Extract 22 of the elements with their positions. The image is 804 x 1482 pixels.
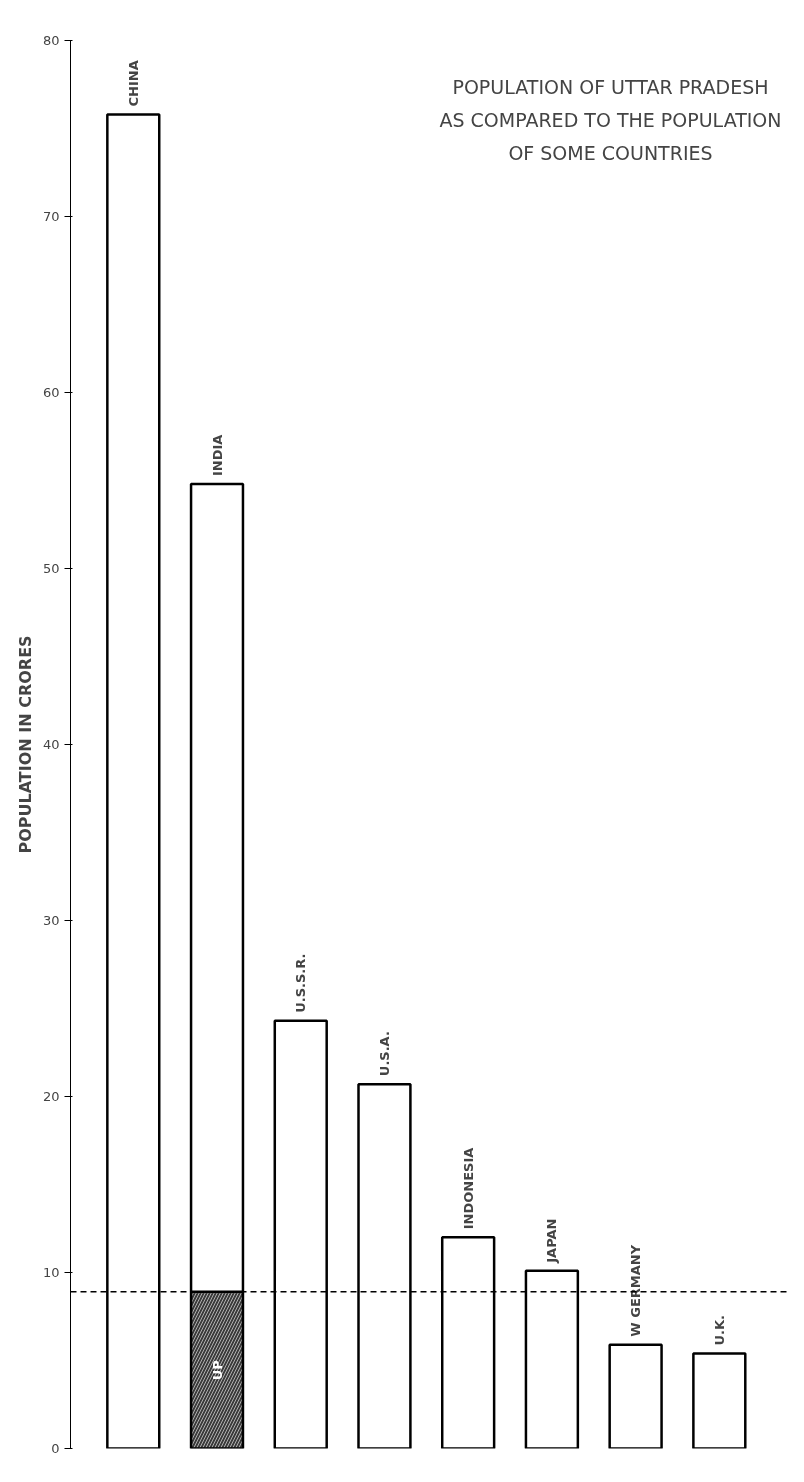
x-tick-label: INDONESIA	[460, 1147, 476, 1230]
y-tick-label: 40	[42, 737, 60, 752]
x-tick-label: INDIA	[209, 434, 225, 477]
x-tick-label: U.K.	[711, 1314, 727, 1346]
bar	[608, 1343, 663, 1449]
text: POPULATION OF UTTAR PRADESH AS COMPARED TO THE POPULATION OF SOME COUNTRIES	[439, 75, 782, 164]
y-tick-label: 70	[42, 209, 60, 224]
series-label: UP	[209, 1360, 225, 1381]
y-tick-label: 10	[42, 1265, 60, 1280]
x-tick-label: W GERMANY	[628, 1244, 644, 1337]
y-axis-title: POPULATION IN CRORES	[15, 635, 35, 854]
y-tick-label: 60	[42, 385, 60, 400]
y-tick-label: 80	[42, 33, 60, 48]
y-tick-label: 20	[42, 1089, 60, 1104]
y-tick-label: 30	[42, 913, 60, 928]
y-tick-label: 50	[42, 561, 60, 576]
y-tick-label: 0	[51, 1441, 60, 1456]
x-tick-label: CHINA	[125, 60, 141, 107]
x-tick-label: U.S.A.	[376, 1031, 392, 1077]
x-tick-label: U.S.S.R.	[293, 953, 309, 1013]
bar	[692, 1352, 747, 1449]
x-tick-label: JAPAN	[544, 1218, 560, 1264]
